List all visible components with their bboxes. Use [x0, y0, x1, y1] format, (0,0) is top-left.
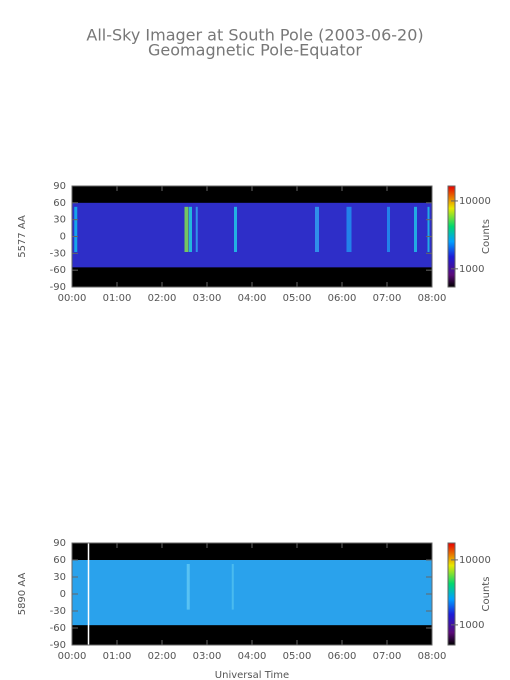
- chart-title: All-Sky Imager at South Pole (2003-06-20…: [86, 26, 423, 45]
- colorbar-label: Counts: [481, 577, 492, 612]
- colorbar-tick-label: 10000: [459, 196, 491, 207]
- x-tick-label: 05:00: [283, 293, 312, 304]
- y-tick-label: -60: [50, 623, 66, 634]
- x-tick-label: 02:00: [148, 293, 177, 304]
- x-tick-label: 04:00: [238, 651, 267, 662]
- y-tick-label: 0: [60, 232, 66, 243]
- colorbar-label: Counts: [481, 219, 492, 254]
- x-tick-label: 00:00: [58, 651, 87, 662]
- y-tick-label: 90: [53, 181, 66, 192]
- image-streak: [387, 206, 390, 253]
- colorbar-tick-label: 1000: [459, 264, 484, 275]
- x-tick-label: 03:00: [193, 293, 222, 304]
- y-tick-label: -30: [50, 248, 66, 259]
- y-tick-label: -60: [50, 265, 66, 276]
- colorbar: [447, 185, 456, 288]
- y-tick-label: -90: [50, 640, 66, 651]
- y-tick-label: -30: [50, 606, 66, 617]
- image-band: [72, 560, 432, 626]
- x-tick-label: 06:00: [328, 651, 357, 662]
- x-tick-label: 07:00: [373, 293, 402, 304]
- image-streak: [315, 206, 319, 253]
- y-tick-label: 30: [53, 215, 66, 226]
- x-tick-label: 00:00: [58, 293, 87, 304]
- y-tick-label: 0: [60, 589, 66, 600]
- x-tick-label: 03:00: [193, 651, 222, 662]
- y-tick-label: 90: [53, 538, 66, 549]
- y-tick-label: 60: [53, 555, 66, 566]
- colorbar: [447, 542, 456, 646]
- y-axis-label: 5890 AA: [17, 573, 28, 616]
- image-streak: [234, 206, 237, 253]
- x-tick-label: 04:00: [238, 293, 267, 304]
- x-tick-label: 02:00: [148, 651, 177, 662]
- image-streak: [346, 206, 352, 253]
- x-tick-label: 08:00: [418, 293, 447, 304]
- image-streak: [231, 564, 234, 610]
- y-axis-label: 5577 AA: [17, 215, 28, 258]
- image-streak: [186, 564, 190, 610]
- image-streak: [74, 206, 78, 253]
- x-tick-label: 01:00: [103, 651, 132, 662]
- colorbar-tick-label: 10000: [459, 555, 491, 566]
- y-tick-label: -90: [50, 282, 66, 293]
- y-tick-label: 30: [53, 572, 66, 583]
- image-streak: [414, 206, 417, 253]
- colorbar-tick-label: 1000: [459, 620, 484, 631]
- image-band: [72, 202, 432, 268]
- x-tick-label: 06:00: [328, 293, 357, 304]
- x-tick-label: 08:00: [418, 651, 447, 662]
- image-streak: [189, 206, 192, 253]
- image-streak: [427, 206, 430, 253]
- x-tick-label: 07:00: [373, 651, 402, 662]
- image-streak: [195, 206, 198, 253]
- y-tick-label: 60: [53, 198, 66, 209]
- image-streak: [184, 206, 189, 253]
- x-tick-label: 01:00: [103, 293, 132, 304]
- x-axis-label: Universal Time: [215, 670, 289, 680]
- image-streak: [87, 543, 90, 645]
- x-tick-label: 05:00: [283, 651, 312, 662]
- chart-subtitle: Geomagnetic Pole-Equator: [148, 41, 362, 60]
